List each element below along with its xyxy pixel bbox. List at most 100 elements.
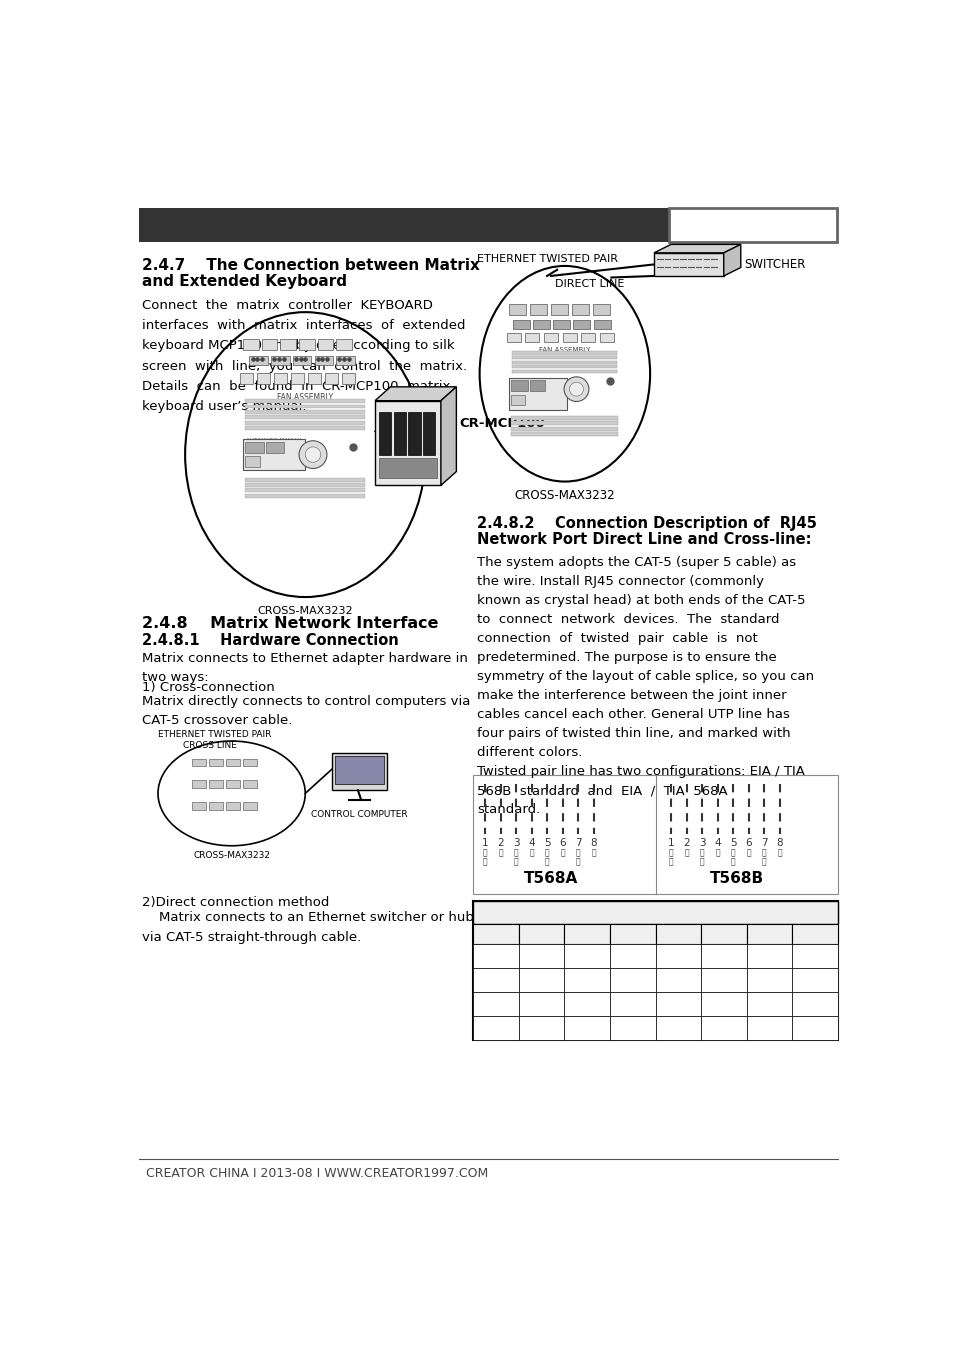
Text: 5: 5 — [543, 838, 550, 848]
Bar — [245, 441, 264, 454]
Text: bro: bro — [803, 950, 825, 963]
Bar — [209, 759, 223, 767]
Bar — [473, 775, 837, 894]
Bar — [654, 252, 723, 275]
Bar — [245, 421, 365, 424]
Bar — [512, 366, 617, 369]
Bar — [510, 421, 617, 425]
Text: CONTROL COMPUTER: CONTROL COMPUTER — [311, 810, 407, 819]
Bar — [510, 416, 617, 420]
Text: 棕: 棕 — [591, 848, 596, 857]
Text: ite: ite — [578, 973, 596, 987]
Text: 白
蓝: 白 蓝 — [730, 848, 735, 867]
Bar — [669, 208, 836, 242]
Bar — [518, 968, 564, 992]
Bar — [700, 992, 746, 1017]
Text: 2.4.7    The Connection between Matrix: 2.4.7 The Connection between Matrix — [142, 258, 480, 273]
Text: ite: ite — [669, 973, 686, 987]
Bar — [394, 412, 406, 455]
Text: Matrix connects to an Ethernet switcher or hub
via CAT-5 straight-through cable.: Matrix connects to an Ethernet switcher … — [142, 911, 474, 944]
Text: en: en — [533, 973, 550, 987]
Bar — [243, 759, 257, 767]
Bar — [518, 944, 564, 968]
Bar — [553, 320, 570, 329]
Bar — [510, 394, 524, 405]
Text: CR-MCP100: CR-MCP100 — [459, 417, 545, 431]
Text: 2.4.8    Matrix Network Interface: 2.4.8 Matrix Network Interface — [142, 617, 438, 632]
Text: Wh: Wh — [667, 950, 688, 963]
Text: nge: nge — [574, 1022, 599, 1034]
Text: FAN ASSEMBLY: FAN ASSEMBLY — [538, 347, 590, 352]
Text: e: e — [674, 1022, 681, 1034]
Bar — [513, 320, 530, 329]
Bar — [518, 925, 564, 944]
Text: 5: 5 — [729, 838, 736, 848]
Bar — [655, 925, 700, 944]
Bar — [746, 968, 791, 992]
Bar — [564, 992, 609, 1017]
Bar — [506, 333, 520, 342]
Text: Matrix connects to Ethernet adapter hardware in
two ways:: Matrix connects to Ethernet adapter hard… — [142, 652, 468, 684]
Bar — [245, 456, 260, 467]
Bar — [192, 780, 206, 788]
Bar — [245, 478, 365, 482]
Ellipse shape — [158, 741, 305, 845]
Text: nge: nge — [711, 973, 736, 987]
Text: gre: gre — [530, 950, 552, 963]
Bar — [243, 780, 257, 788]
Text: gre: gre — [485, 998, 507, 1011]
Bar — [473, 1017, 518, 1040]
Bar — [375, 401, 440, 486]
Bar — [512, 360, 617, 363]
Text: 橙: 橙 — [559, 848, 564, 857]
Text: 10: 10 — [731, 217, 774, 246]
Text: CROSS-MAX3232: CROSS-MAX3232 — [257, 606, 353, 617]
Text: 2.4.8.1    Hardware Connection: 2.4.8.1 Hardware Connection — [142, 633, 399, 648]
Bar — [609, 968, 655, 992]
Bar — [271, 356, 290, 366]
Bar — [609, 992, 655, 1017]
Text: 8: 8 — [809, 927, 820, 942]
Text: Network Port Direct Line and Cross-line:: Network Port Direct Line and Cross-line: — [476, 532, 811, 547]
Ellipse shape — [185, 312, 425, 597]
Bar — [243, 439, 305, 470]
Polygon shape — [375, 387, 456, 401]
Bar — [746, 992, 791, 1017]
Bar — [746, 1017, 791, 1040]
Bar — [473, 902, 837, 1040]
Bar — [609, 944, 655, 968]
Text: 白
棕: 白 棕 — [760, 848, 765, 867]
Bar — [512, 356, 617, 359]
Text: whi: whi — [484, 950, 507, 963]
Text: CROSS LINE: CROSS LINE — [183, 741, 236, 751]
Bar — [518, 992, 564, 1017]
Bar — [512, 351, 617, 355]
Text: ite: ite — [760, 973, 778, 987]
Text: T568A linear order: T568A linear order — [578, 906, 732, 921]
Text: 白
橙: 白 橙 — [668, 848, 673, 867]
Text: T568A: T568A — [523, 871, 578, 886]
Bar — [791, 1017, 837, 1040]
Bar — [325, 373, 337, 383]
Text: 7: 7 — [760, 838, 766, 848]
Bar — [243, 339, 258, 350]
Bar — [226, 759, 240, 767]
Text: 3: 3 — [581, 927, 592, 942]
Bar — [512, 370, 617, 373]
Bar — [335, 339, 352, 350]
Text: en: en — [487, 1022, 504, 1034]
Bar — [473, 944, 518, 968]
Bar — [473, 902, 837, 925]
Bar — [609, 925, 655, 944]
Bar — [655, 944, 700, 968]
Text: 4: 4 — [528, 838, 535, 848]
Bar — [791, 944, 837, 968]
Bar — [525, 333, 538, 342]
Text: 2: 2 — [497, 838, 503, 848]
Text: e: e — [628, 973, 637, 987]
Bar — [571, 305, 588, 316]
Bar — [473, 992, 518, 1017]
Text: Wh: Wh — [758, 950, 780, 963]
Bar — [700, 1017, 746, 1040]
Text: 8: 8 — [590, 838, 597, 848]
